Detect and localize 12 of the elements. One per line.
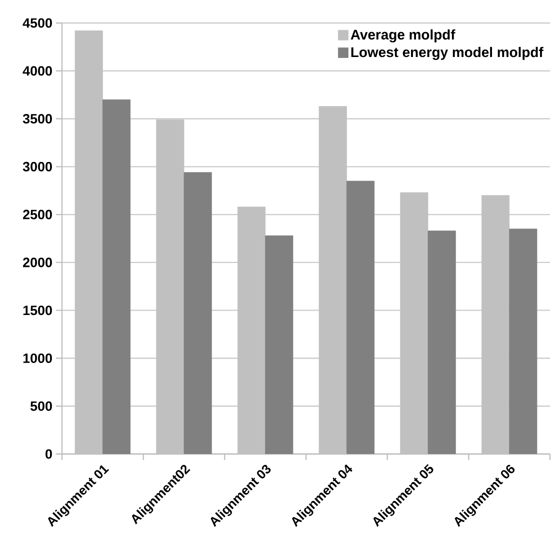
legend-label: Average molpdf [350,29,456,42]
y-tick-label: 500 [30,401,52,411]
y-tick-label: 1500 [24,306,52,316]
legend-label: Lowest energy model molpdf [352,46,544,60]
y-tick-label: 1000 [24,353,52,363]
y-tick-label: 4000 [22,66,52,76]
y-tick-label: 2500 [23,210,52,220]
y-tick-label: 0 [46,449,52,459]
y-tick-label: 3000 [23,162,52,172]
y-tick-label: 2000 [23,258,52,268]
y-tick-label: 4500 [22,18,52,28]
y-tick-label: 3500 [23,114,52,124]
